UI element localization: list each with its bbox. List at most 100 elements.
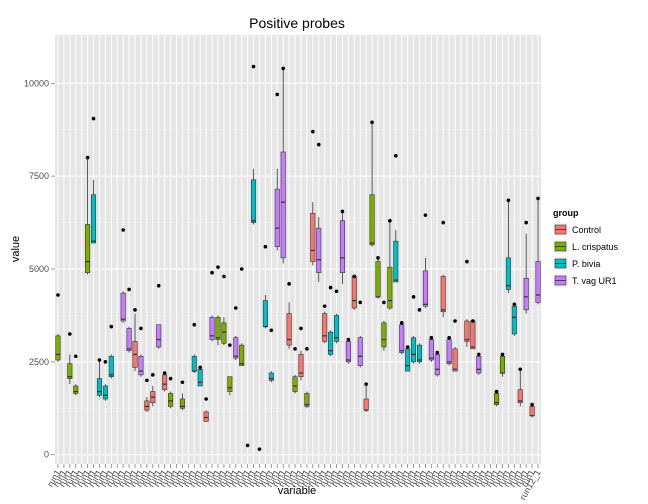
box-body <box>369 194 375 246</box>
box-body <box>505 257 511 290</box>
box-body <box>351 276 357 309</box>
box-body <box>381 322 387 348</box>
box-group <box>416 308 423 364</box>
box-group <box>292 347 298 394</box>
outlier-point <box>293 347 297 351</box>
box-group <box>239 267 245 366</box>
outlier-point <box>228 343 232 347</box>
chart-title: Positive probes <box>249 15 345 31</box>
box-group <box>334 289 340 344</box>
outlier-point <box>311 129 315 134</box>
box-body <box>464 320 470 342</box>
box-group <box>369 120 375 247</box>
box-group <box>120 228 126 323</box>
box-group <box>168 376 174 409</box>
outlier-point <box>103 360 108 364</box>
box-body <box>310 212 316 262</box>
box-group <box>73 354 79 396</box>
box-group <box>108 324 114 379</box>
outlier-point <box>417 308 422 312</box>
y-tick-label: 10000 <box>24 78 49 88</box>
outlier-point <box>393 153 398 158</box>
box-group <box>227 343 233 396</box>
outlier-point <box>476 352 481 357</box>
outlier-point <box>85 155 90 160</box>
box-group <box>144 378 150 412</box>
box-plots <box>55 64 541 451</box>
y-tick-label: 7500 <box>29 171 49 181</box>
outlier-point <box>233 306 238 310</box>
box-group <box>209 270 215 342</box>
box-body <box>73 385 79 394</box>
box-body <box>203 411 209 422</box>
box-group <box>470 319 476 350</box>
box-body <box>399 324 405 353</box>
box-group <box>215 265 221 346</box>
box-body <box>422 270 428 307</box>
box-group <box>132 308 138 372</box>
box-group <box>316 142 322 282</box>
box-body <box>535 261 541 303</box>
box-body <box>339 220 345 274</box>
box-group <box>156 283 162 349</box>
box-body <box>440 276 446 313</box>
outlier-point <box>376 256 380 260</box>
box-group <box>197 365 203 387</box>
outlier-point <box>263 244 268 249</box>
outlier-point <box>91 116 96 121</box>
outlier-point <box>73 354 78 359</box>
plot-panel <box>55 35 541 464</box>
legend-entries: Control L. crispatus P. bivia T. vag UR1 <box>552 221 619 289</box>
outlier-point <box>150 373 155 377</box>
outlier-point <box>518 367 523 372</box>
box-body <box>499 355 505 374</box>
outlier-point <box>121 228 125 232</box>
outlier-point <box>536 196 540 201</box>
box-body <box>428 339 434 361</box>
outlier-point <box>145 378 149 383</box>
box-body <box>375 261 381 298</box>
legend-label: P. bivia <box>572 259 600 269</box>
box-group <box>179 380 185 411</box>
box-body <box>179 398 185 409</box>
outlier-point <box>453 319 457 323</box>
outlier-point <box>245 443 250 448</box>
outlier-point <box>447 335 451 340</box>
outlier-point <box>358 300 363 305</box>
legend-label: Control <box>572 225 601 235</box>
box-group <box>102 360 108 401</box>
box-body <box>494 393 500 405</box>
box-body <box>227 376 233 392</box>
outlier-point <box>162 371 167 375</box>
outlier-point <box>97 358 102 362</box>
box-group <box>511 302 517 336</box>
outlier-point <box>68 332 72 336</box>
box-group <box>91 116 97 244</box>
box-group <box>434 350 440 377</box>
box-body <box>328 331 334 355</box>
outlier-point <box>524 220 528 225</box>
box-group <box>339 209 345 284</box>
outlier-point <box>411 295 416 299</box>
box-group <box>328 285 334 357</box>
box-group <box>399 321 405 355</box>
outlier-point <box>192 322 197 327</box>
box-group <box>345 337 351 364</box>
box-body <box>144 400 150 411</box>
box-group <box>422 213 428 308</box>
legend-item: L. crispatus <box>552 238 619 255</box>
outlier-point <box>287 282 291 286</box>
outlier-point <box>429 335 434 340</box>
outlier-point <box>180 380 185 385</box>
legend-title: group <box>553 208 579 218</box>
box-group <box>221 274 227 346</box>
y-tick-label: 0 <box>44 450 49 460</box>
box-group <box>523 220 529 314</box>
box-group <box>375 256 381 299</box>
box-body <box>55 335 61 361</box>
box-body <box>529 406 535 417</box>
box-group <box>387 218 393 310</box>
box-group <box>499 352 505 377</box>
box-body <box>85 224 91 274</box>
box-group <box>363 382 369 412</box>
